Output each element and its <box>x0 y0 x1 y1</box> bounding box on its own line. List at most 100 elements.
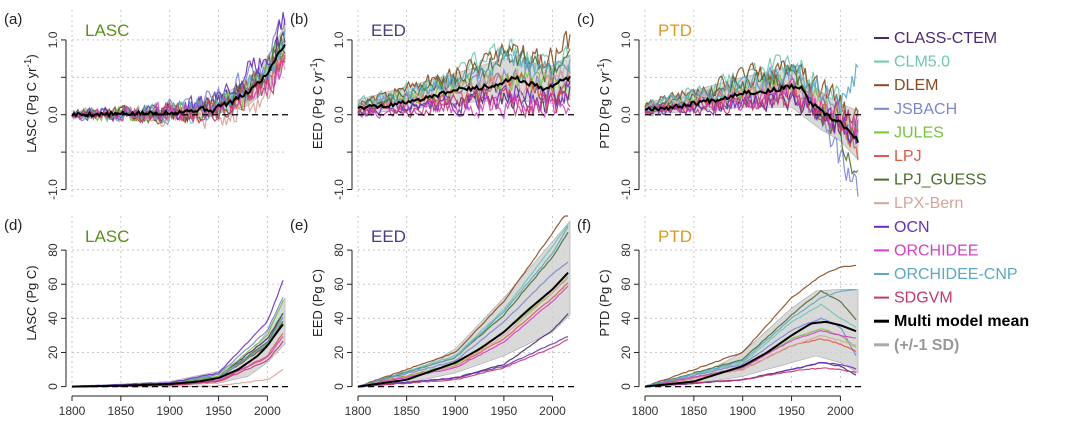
series-lpj-guess <box>644 289 857 388</box>
panel-e: 0 20 40 60 80 1800 1850 1900 1950 2000 EED (Pg C) (… <box>290 215 576 418</box>
series-dlem <box>357 215 569 388</box>
y-tick-label: 40 <box>332 311 346 325</box>
y-tick-label: 80 <box>619 243 633 257</box>
y-axis-label-tail: ) <box>597 58 612 62</box>
y-tick-label: 20 <box>619 345 633 359</box>
y-tick-label: 80 <box>46 243 60 257</box>
x-tick-label: 1850 <box>108 404 135 418</box>
series-multi-model-mean <box>357 75 571 111</box>
x-tick-label: 2000 <box>827 404 854 418</box>
y-tick-label: -1.0 <box>46 179 60 200</box>
legend-label: Multi model mean <box>894 313 1029 330</box>
series-multi-model-mean <box>71 44 286 119</box>
x-tick-label: 1950 <box>205 404 232 418</box>
y-axis-label-sup: -1 <box>23 58 34 67</box>
x-tick-label: 2000 <box>539 404 566 418</box>
y-axis-label: PTD (Pg C) <box>597 269 612 336</box>
y-axis-label-text: EED (Pg C) <box>310 269 325 337</box>
series-orchidee-cnp <box>357 45 571 110</box>
legend-item: Multi model mean <box>874 313 1029 330</box>
panel-title: LASC <box>85 21 129 40</box>
y-tick-label: 0 <box>619 383 633 390</box>
y-axis-label: LASC (Pg C) <box>24 265 39 340</box>
panel-title: LASC <box>85 227 129 246</box>
series-lpj <box>644 76 859 161</box>
y-axis-label-text: EED (Pg C yr <box>310 70 325 149</box>
legend-label: ORCHIDEE-CNP <box>894 266 1018 283</box>
legend-label: LPJ_GUESS <box>894 172 986 189</box>
y-axis-label-text: LASC (Pg C yr <box>24 67 39 153</box>
series-multi-model-mean <box>644 320 857 388</box>
y-tick-label: 0.0 <box>46 106 60 123</box>
legend-item: CLASS-CTEM <box>874 30 997 47</box>
panel-f: 0 20 40 60 80 1800 1850 1900 1950 2000 PTD (Pg C) (… <box>577 216 864 418</box>
panel-d: 0 20 40 60 80 1800 1850 1900 1950 2000 LASC (Pg C)… <box>4 216 291 418</box>
y-axis-label-text: LASC (Pg C) <box>24 265 39 340</box>
legend-label: LPJ <box>894 148 922 165</box>
x-tick-label: 1850 <box>393 404 420 418</box>
series-orchidee <box>644 329 857 388</box>
legend-item: SDGVM <box>874 290 953 307</box>
y-axis-label-sup: -1 <box>596 62 607 71</box>
y-tick-label: -1.0 <box>332 179 346 200</box>
panel-title: PTD <box>658 227 692 246</box>
y-tick-label: 40 <box>46 311 60 325</box>
legend-label: ORCHIDEE <box>894 242 978 259</box>
series-orchidee-cnp <box>357 226 569 388</box>
series-orchidee <box>357 285 569 388</box>
y-tick-label: 60 <box>332 277 346 291</box>
panel-letter: (b) <box>290 11 308 28</box>
legend-label: DLEM <box>894 77 938 94</box>
legend-item: JULES <box>874 124 944 141</box>
series-multi-model-mean <box>357 271 569 388</box>
y-axis-label-sup: -1 <box>309 62 320 71</box>
y-tick-label: 0.0 <box>332 106 346 123</box>
series-dlem <box>644 264 857 388</box>
panel-letter: (c) <box>577 11 595 28</box>
y-tick-label: -1.0 <box>619 179 633 200</box>
y-axis-label-tail: ) <box>24 54 39 58</box>
y-tick-label: 80 <box>332 243 346 257</box>
sd-band <box>71 297 286 387</box>
series-lpx-bern <box>644 334 857 388</box>
legend-item: CLM5.0 <box>874 54 950 71</box>
legend-label: JSBACH <box>894 101 957 118</box>
legend-label: OCN <box>894 219 930 236</box>
x-tick-label: 1850 <box>681 404 708 418</box>
series-lpx-bern <box>644 77 859 137</box>
panel-c: -1.0 0.0 1.0 PTD (Pg C yr-1) (c) PTD <box>577 10 864 200</box>
y-axis-label-text: PTD (Pg C) <box>597 269 612 336</box>
y-tick-label: 60 <box>619 277 633 291</box>
series-lpj-guess <box>71 312 284 388</box>
panel-title: EED <box>371 21 406 40</box>
series-orchidee-cnp <box>644 62 859 116</box>
series-jsbach <box>357 261 569 388</box>
legend-item: JSBACH <box>874 101 957 118</box>
y-tick-label: 0 <box>332 383 346 390</box>
legend-label: SDGVM <box>894 290 953 307</box>
series-class-ctem <box>71 312 284 388</box>
y-tick-label: 0.0 <box>619 106 633 123</box>
legend: CLASS-CTEM CLM5.0 DLEM JSBACH JULES LPJ LPJ_GU… <box>874 30 1029 354</box>
y-tick-label: 40 <box>619 311 633 325</box>
legend-label: CLM5.0 <box>894 54 950 71</box>
sd-band <box>357 220 571 387</box>
y-tick-label: 1.0 <box>619 31 633 48</box>
legend-item: OCN <box>874 219 930 236</box>
series-orchidee-cnp <box>644 288 857 388</box>
legend-label: (+/-1 SD) <box>894 337 959 354</box>
x-tick-label: 1900 <box>156 404 183 418</box>
x-tick-label: 1950 <box>778 404 805 418</box>
legend-item: DLEM <box>874 77 938 94</box>
legend-item: ORCHIDEE-CNP <box>874 266 1018 283</box>
panel-a: -1.0 0.0 1.0 LASC (Pg C yr-1) (a) LASC <box>4 10 291 200</box>
panel-letter: (e) <box>290 217 308 234</box>
legend-label: JULES <box>894 124 944 141</box>
y-tick-label: 20 <box>332 345 346 359</box>
y-axis-label-tail: ) <box>310 58 325 62</box>
legend-item: LPJ_GUESS <box>874 172 986 189</box>
y-axis-label: EED (Pg C) <box>310 269 325 337</box>
legend-item: LPX-Bern <box>874 195 963 212</box>
series-lpj-guess <box>644 63 859 175</box>
panel-title: PTD <box>658 21 692 40</box>
